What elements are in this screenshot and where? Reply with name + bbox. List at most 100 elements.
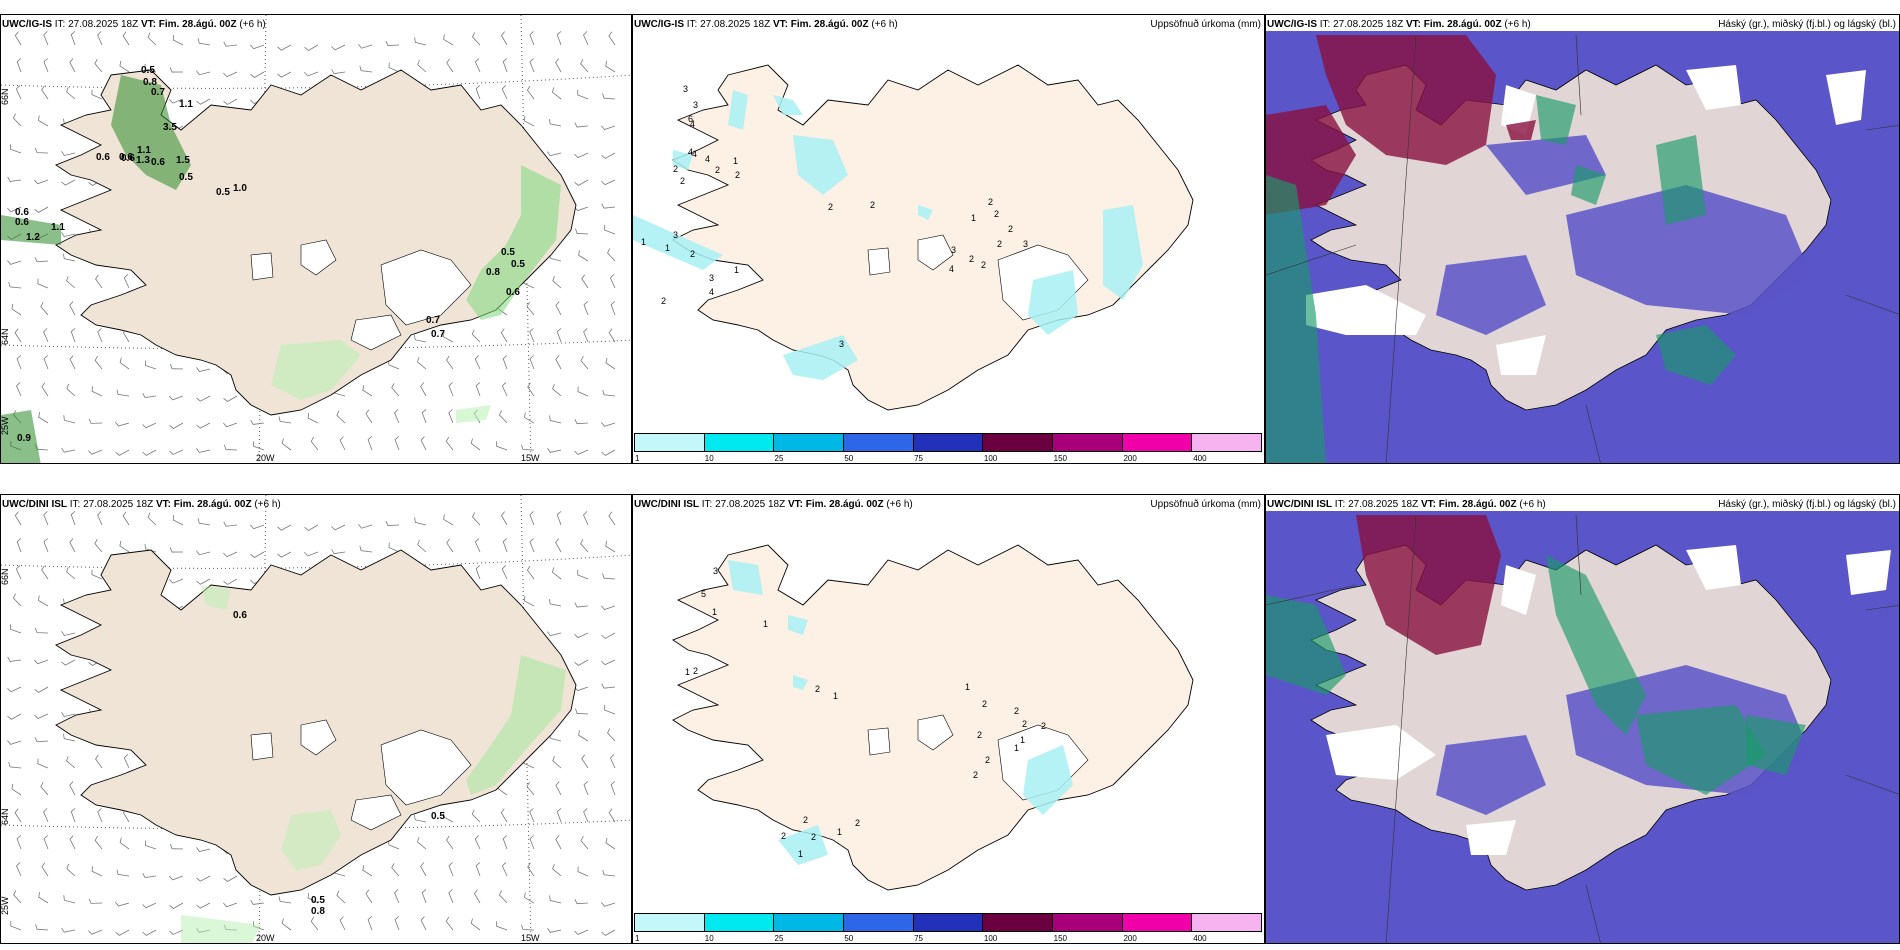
precip-value: 1.5: [176, 155, 190, 166]
wind-barb: [394, 916, 400, 931]
precip-value: 0.9: [17, 433, 31, 444]
wind-barb: [526, 781, 535, 796]
wind-barb: [7, 686, 22, 693]
wind-barb: [278, 416, 292, 424]
wind-barb: [601, 902, 616, 907]
forecast-offset: (+6 h): [886, 499, 913, 510]
precip-value: 1: [837, 827, 842, 837]
wind-barb: [34, 206, 49, 213]
wind-barb: [388, 62, 400, 73]
wind-barb: [442, 811, 454, 823]
wind-barb: [91, 386, 103, 397]
colorbar-tick: 1: [635, 454, 640, 463]
wind-barb: [12, 593, 22, 607]
grid-lines: [1266, 514, 1899, 943]
wind-barb: [38, 595, 49, 607]
wind-barb: [43, 355, 49, 370]
wind-barb: [446, 355, 454, 370]
precip-value: 0.6: [15, 207, 29, 218]
wind-barb: [601, 203, 616, 209]
wind-barb: [97, 31, 103, 46]
precip-value: 1: [1014, 743, 1019, 753]
wind-barb: [547, 447, 562, 453]
wind-barb: [336, 890, 346, 904]
wind-barb: [367, 916, 373, 931]
wind-barb: [413, 814, 427, 823]
precip-shading: [181, 585, 566, 943]
colorbar-swatch: [774, 914, 845, 931]
precip-value: 3: [673, 230, 678, 240]
colorbar-swatch: [635, 914, 705, 931]
colorbar-swatch: [844, 434, 914, 451]
wind-barb: [41, 382, 49, 397]
wind-barb: [250, 44, 265, 50]
wind-barb: [526, 565, 535, 580]
wind-barb: [331, 44, 346, 51]
colorbar-swatch: [1053, 914, 1123, 931]
wind-barb: [385, 40, 400, 46]
it-time: 27.08.2025 18Z: [1348, 499, 1419, 510]
wind-barb: [500, 808, 508, 823]
precip-value: 0.6: [119, 152, 133, 163]
wind-barb: [529, 355, 535, 370]
wind-barb: [443, 34, 454, 46]
wind-barb: [223, 875, 238, 882]
wind-barb: [548, 598, 562, 607]
wind-barb: [11, 303, 22, 316]
precip-value: 4: [688, 147, 693, 157]
wind-barb: [388, 359, 400, 370]
wind-barb: [169, 449, 184, 455]
wind-barb: [607, 728, 616, 742]
wind-barb: [608, 808, 616, 823]
it-label: IT:: [54, 19, 66, 30]
wind-barb: [583, 328, 589, 343]
wind-barb: [66, 863, 76, 877]
colorbar-tick: 10: [704, 934, 714, 943]
wind-barb: [501, 862, 508, 877]
wind-barb: [502, 835, 508, 850]
wind-barb: [604, 225, 616, 235]
wind-barb: [144, 840, 157, 850]
wind-barb: [331, 549, 346, 555]
wind-barb: [413, 334, 427, 343]
wind-barb: [602, 869, 616, 877]
wind-barb: [577, 89, 589, 100]
wind-barb: [61, 631, 76, 636]
wind-barb: [601, 659, 616, 666]
wind-barb: [500, 328, 508, 343]
wind-barb: [14, 328, 22, 343]
wind-barb: [61, 659, 76, 666]
wind-barb: [574, 179, 589, 186]
wind-barb: [94, 59, 103, 73]
wind-barb: [529, 808, 535, 823]
wind-barb: [501, 565, 508, 580]
wind-barb: [223, 551, 238, 558]
vt-label: VT:: [772, 19, 788, 30]
colorbar-swatch: [774, 434, 845, 451]
precip-value: 2: [680, 176, 685, 186]
wind-barb: [15, 85, 22, 100]
colorbar-swatches: [634, 913, 1262, 932]
wind-barb: [574, 898, 589, 905]
wind-barb: [43, 538, 49, 553]
wind-barb: [470, 438, 481, 451]
colorbar-swatch: [983, 914, 1054, 931]
wind-barb: [278, 896, 292, 904]
wind-barb: [367, 436, 373, 451]
wind-barb: [502, 538, 508, 553]
wind-barb: [442, 331, 454, 343]
wind-barb: [196, 70, 211, 76]
wind-barb: [144, 360, 157, 370]
wind-barb: [555, 781, 562, 796]
grid-lines: [1266, 34, 1899, 463]
wind-barb: [471, 809, 481, 823]
colorbar-tick: 75: [914, 454, 924, 463]
wind-barb: [420, 382, 427, 397]
wind-barb: [574, 152, 589, 159]
wind-barb: [10, 920, 22, 931]
wind-barb: [169, 902, 184, 909]
wind-barb: [13, 890, 22, 904]
wind-barb: [527, 382, 535, 397]
wind-barb: [91, 866, 103, 877]
